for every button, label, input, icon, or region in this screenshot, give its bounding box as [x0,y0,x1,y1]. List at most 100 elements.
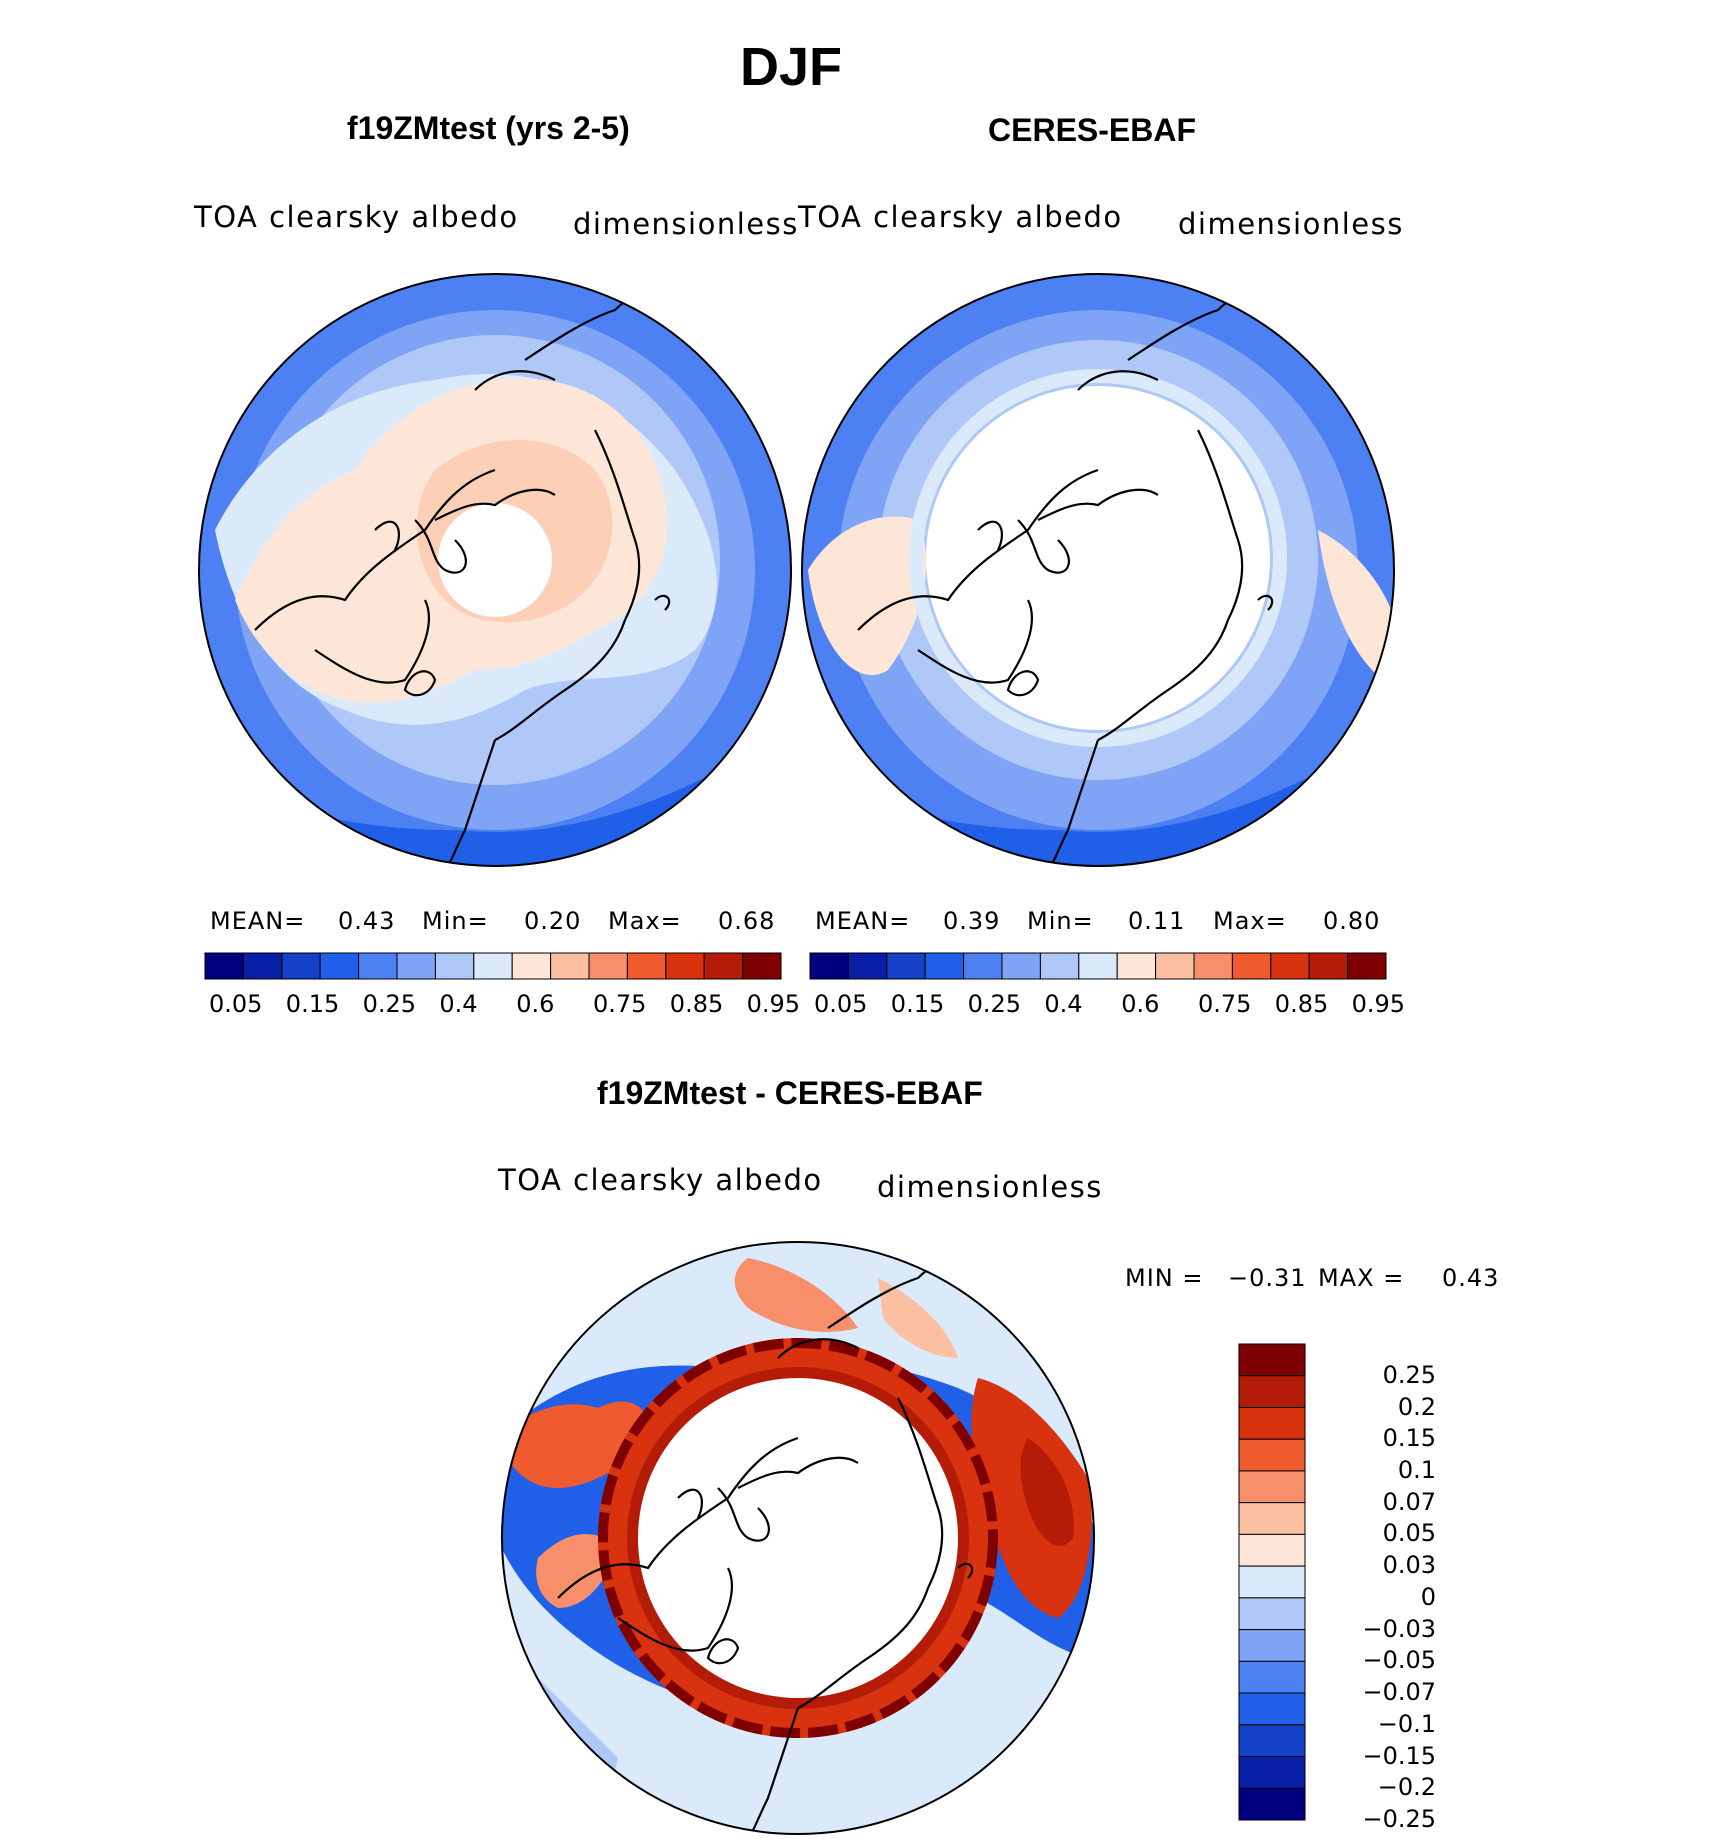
map-model [198,273,792,867]
colorbar-model-swatch [665,952,705,980]
obs-min-value: 0.11 [1128,907,1186,935]
colorbar-diff-tick-label: 0.25 [1382,1360,1436,1389]
diff-max-value: 0.43 [1442,1264,1500,1292]
obs-min-label: Min= [1027,907,1094,935]
panel-diff-title: f19ZMtest - CERES-EBAF [597,1075,983,1111]
map-obs [801,273,1395,867]
colorbar-diff-ticks: 0.25 0.2 0.15 0.1 0.07 0.05 0.03 0 −0.03 −0.05 −0.… [1316,1342,1436,1833]
colorbar-obs-swatch [847,952,888,980]
colorbar-diff-tick-label: −0.25 [1362,1805,1436,1833]
panel-diff-variable: TOA clearsky albedo [498,1163,823,1197]
colorbar-diff-tick-label: −0.15 [1362,1741,1436,1770]
map-diff [501,1241,1095,1835]
panel-obs-variable: TOA clearsky albedo [798,200,1123,234]
model-min-value: 0.20 [524,907,582,935]
colorbar-model-swatch [242,952,283,980]
panel-diff-units: dimensionless [877,1170,1103,1204]
colorbar-obs-swatch [1270,952,1310,980]
model-mean-label: MEAN= [210,907,306,935]
figure-title: DJF [740,37,843,97]
colorbar-diff-swatch [1238,1533,1306,1567]
colorbar-obs-swatch [1308,952,1349,980]
panel-model-variable: TOA clearsky albedo [194,200,519,234]
colorbar-model-swatch [281,952,321,980]
colorbar-diff-tick-label: −0.03 [1362,1614,1436,1643]
colorbar-obs-tick-label: 0.15 [890,990,945,1018]
colorbar-model-swatch [319,952,360,980]
colorbar-diff-swatch [1238,1375,1306,1408]
colorbar-model-swatch [742,952,782,980]
colorbar-diff-tick-label: 0 [1420,1582,1436,1611]
colorbar-diff-tick-label: 0.15 [1382,1424,1436,1453]
colorbar-diff-swatch [1238,1406,1306,1440]
colorbar-obs-swatch [1155,952,1195,980]
model-max-value: 0.68 [718,907,776,935]
model-max-label: Max= [608,907,682,935]
colorbar-diff-swatch [1238,1692,1306,1726]
colorbar-obs-tick-label: 0.25 [967,990,1022,1018]
colorbar-model-swatch [550,952,590,980]
colorbar-obs-tick-label: 0.85 [1274,990,1329,1018]
colorbar-diff-tick-label: 0.03 [1382,1551,1436,1580]
obs-mean-value: 0.39 [943,907,1001,935]
panel-model-title: f19ZMtest (yrs 2-5) [347,110,630,146]
colorbar-model-tick-label: 0.85 [669,990,724,1018]
colorbar-model-swatch [396,952,436,980]
colorbar-model [204,952,782,980]
colorbar-model-tick-label: 0.4 [439,990,478,1018]
diff-max-label: MAX = [1318,1264,1405,1292]
obs-mean-label: MEAN= [815,907,911,935]
colorbar-model-swatch [588,952,628,980]
obs-max-label: Max= [1213,907,1287,935]
diff-min-label: MIN = [1125,1264,1204,1292]
colorbar-model-tick-label: 0.75 [593,990,647,1018]
colorbar-diff-swatch [1238,1565,1306,1599]
panel-model-units: dimensionless [573,207,799,241]
colorbar-diff-swatch [1238,1597,1306,1631]
colorbar-obs-swatch [1001,952,1041,980]
colorbar-obs-swatch [1078,952,1118,980]
diff-min-value: −0.31 [1228,1264,1307,1292]
colorbar-obs-swatch [809,952,849,980]
colorbar-obs [809,952,1387,980]
colorbar-model-swatch [511,952,552,980]
colorbar-diff-tick-label: 0.05 [1382,1519,1436,1548]
colorbar-obs-tick-label: 0.6 [1121,990,1160,1018]
colorbar-model-swatch [358,952,398,980]
panel-obs-title: CERES-EBAF [988,112,1197,148]
colorbar-diff-swatch [1238,1502,1306,1535]
colorbar-obs-swatch [1193,952,1233,980]
colorbar-obs-ticks: 0.05 0.15 0.25 0.4 0.6 0.75 0.85 0.95 [808,990,1405,1020]
colorbar-diff-swatch [1238,1438,1306,1472]
colorbar-model-swatch [204,952,244,980]
colorbar-obs-tick-label: 0.05 [814,990,868,1018]
obs-max-value: 0.80 [1323,907,1381,935]
colorbar-model-ticks: 0.05 0.15 0.25 0.4 0.6 0.75 0.85 0.95 [203,990,800,1020]
colorbar-model-tick-label: 0.15 [285,990,340,1018]
colorbar-diff-swatch [1238,1629,1306,1662]
colorbar-diff-tick-label: −0.1 [1377,1709,1436,1738]
colorbar-obs-tick-label: 0.95 [1351,990,1406,1018]
colorbar-obs-swatch [1231,952,1272,980]
colorbar-diff-swatch [1238,1756,1306,1789]
colorbar-obs-tick-label: 0.75 [1198,990,1252,1018]
colorbar-diff-tick-label: −0.05 [1362,1646,1436,1675]
colorbar-obs-tick-label: 0.4 [1044,990,1083,1018]
model-min-label: Min= [422,907,489,935]
colorbar-model-tick-label: 0.25 [362,990,417,1018]
colorbar-model-tick-label: 0.6 [516,990,555,1018]
colorbar-diff-swatch [1238,1660,1306,1694]
colorbar-model-tick-label: 0.05 [209,990,263,1018]
colorbar-model-swatch [626,952,667,980]
colorbar-model-tick-label: 0.95 [746,990,801,1018]
colorbar-obs-swatch [963,952,1003,980]
model-mean-value: 0.43 [338,907,396,935]
colorbar-model-swatch [473,952,513,980]
panel-obs-units: dimensionless [1178,207,1404,241]
colorbar-obs-swatch [1347,952,1387,980]
colorbar-diff-tick-label: −0.07 [1362,1678,1436,1707]
colorbar-diff-tick-label: 0.1 [1397,1455,1436,1484]
colorbar-diff-swatch [1238,1470,1306,1504]
colorbar-diff-tick-label: −0.2 [1377,1773,1436,1802]
colorbar-diff-swatch [1238,1787,1306,1821]
